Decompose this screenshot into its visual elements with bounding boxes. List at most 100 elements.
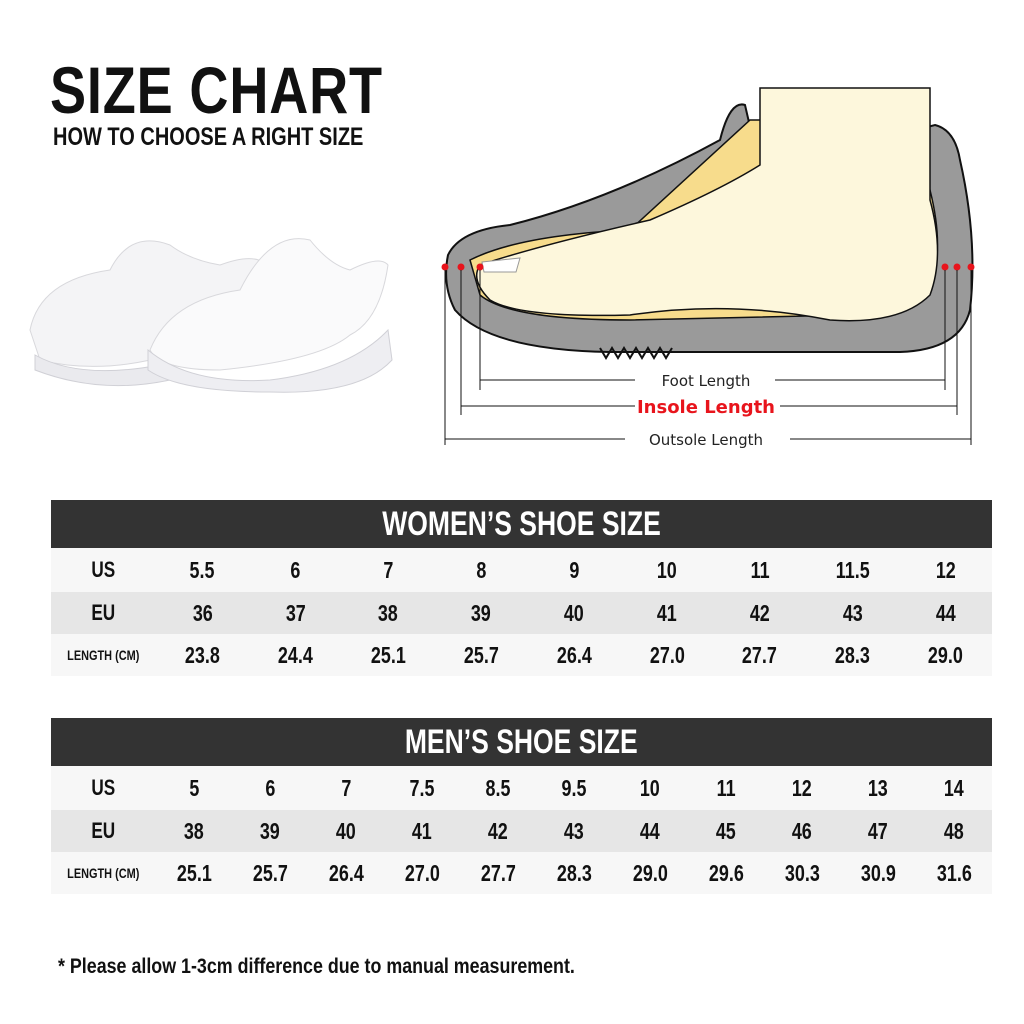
cell-value: 29.0 xyxy=(928,641,964,668)
women-table-title-text: WOMEN’S SHOE SIZE xyxy=(382,504,661,543)
table-row: LENGTH (CM) 23.8 24.4 25.1 25.7 26.4 27.0 27.7 2… xyxy=(51,634,992,676)
cell-value: 8 xyxy=(476,556,487,583)
table-cell: 9.5 xyxy=(536,775,612,802)
table-cell: 42 xyxy=(460,818,536,845)
cell-value: 5.5 xyxy=(189,556,215,583)
row-label: EU xyxy=(51,600,156,626)
cell-value: 10 xyxy=(640,774,660,801)
table-cell: 48 xyxy=(916,818,992,845)
women-table-title: WOMEN’S SHOE SIZE xyxy=(51,500,992,548)
women-size-table: WOMEN’S SHOE SIZE US 5.5 6 7 8 9 10 11 11.5 12 EU 3… xyxy=(51,500,992,676)
table-cell: 28.3 xyxy=(806,642,899,669)
cell-value: 7.5 xyxy=(409,774,435,801)
table-cell: 6 xyxy=(249,557,342,584)
sneaker-front xyxy=(147,238,393,393)
table-row: US 5.5 6 7 8 9 10 11 11.5 12 xyxy=(51,548,992,592)
table-cell: 26.4 xyxy=(308,860,384,887)
row-label-text: EU xyxy=(91,600,116,625)
insole-length-label: Insole Length xyxy=(637,397,775,418)
table-cell: 41 xyxy=(384,818,460,845)
cell-value: 40 xyxy=(564,599,584,626)
row-label-text: LENGTH (CM) xyxy=(67,647,140,663)
table-cell: 27.0 xyxy=(384,860,460,887)
cell-value: 46 xyxy=(792,817,812,844)
cell-value: 41 xyxy=(656,599,677,626)
cell-value: 24.4 xyxy=(277,641,313,668)
table-cell: 10 xyxy=(620,557,713,584)
table-cell: 43 xyxy=(806,600,899,627)
cell-value: 13 xyxy=(868,774,888,801)
outsole-length-label: Outsole Length xyxy=(649,431,763,449)
men-size-table: MEN’S SHOE SIZE US 5 6 7 7.5 8.5 9.5 10 11 12 13 14… xyxy=(51,718,992,894)
table-cell: 38 xyxy=(342,600,435,627)
cell-value: 38 xyxy=(184,817,204,844)
cell-value: 5 xyxy=(189,774,199,801)
table-cell: 27.0 xyxy=(620,642,713,669)
cell-value: 7 xyxy=(383,556,394,583)
table-cell: 5.5 xyxy=(156,557,249,584)
cell-value: 25.1 xyxy=(176,859,212,886)
cell-value: 26.4 xyxy=(556,641,592,668)
table-cell: 44 xyxy=(899,600,992,627)
table-cell: 31.6 xyxy=(916,860,992,887)
table-cell: 23.8 xyxy=(156,642,249,669)
cell-value: 26.4 xyxy=(328,859,364,886)
cell-value: 29.0 xyxy=(632,859,668,886)
cell-value: 42 xyxy=(488,817,508,844)
cell-value: 42 xyxy=(749,599,770,626)
cell-value: 23.8 xyxy=(184,641,220,668)
table-cell: 36 xyxy=(156,600,249,627)
measurement-note: * Please allow 1-3cm difference due to m… xyxy=(58,955,575,978)
cell-value: 6 xyxy=(290,556,301,583)
toenail xyxy=(481,257,521,273)
cell-value: 27.0 xyxy=(404,859,440,886)
cell-value: 7 xyxy=(341,774,351,801)
table-cell: 27.7 xyxy=(713,642,806,669)
cell-value: 36 xyxy=(192,599,213,626)
cell-value: 44 xyxy=(640,817,660,844)
table-cell: 7 xyxy=(308,775,384,802)
page-title: SIZE CHART xyxy=(50,53,383,127)
cell-value: 39 xyxy=(471,599,492,626)
table-cell: 6 xyxy=(232,775,308,802)
measurement-points xyxy=(441,263,975,271)
row-label-text: US xyxy=(91,557,116,582)
cell-value: 43 xyxy=(564,817,584,844)
table-cell: 44 xyxy=(612,818,688,845)
cell-value: 11.5 xyxy=(835,556,870,583)
cell-value: 9.5 xyxy=(561,774,587,801)
cell-value: 28.3 xyxy=(556,859,592,886)
table-cell: 28.3 xyxy=(536,860,612,887)
sneaker-photo xyxy=(29,238,393,393)
table-cell: 9 xyxy=(528,557,621,584)
cell-value: 27.0 xyxy=(649,641,685,668)
cell-value: 30.9 xyxy=(860,859,896,886)
table-cell: 24.4 xyxy=(249,642,342,669)
table-row: US 5 6 7 7.5 8.5 9.5 10 11 12 13 14 xyxy=(51,766,992,810)
cell-value: 27.7 xyxy=(480,859,516,886)
foot-length-label: Foot Length xyxy=(662,372,751,390)
cell-value: 30.3 xyxy=(784,859,820,886)
page-subtitle: HOW TO CHOOSE A RIGHT SIZE xyxy=(53,123,364,151)
table-cell: 29.0 xyxy=(899,642,992,669)
table-cell: 27.7 xyxy=(460,860,536,887)
sole-tread xyxy=(599,346,673,360)
row-label-text: LENGTH (CM) xyxy=(67,865,140,881)
cell-value: 43 xyxy=(842,599,863,626)
table-cell: 7 xyxy=(342,557,435,584)
men-table-title-text: MEN’S SHOE SIZE xyxy=(405,722,638,761)
table-cell: 12 xyxy=(899,557,992,584)
table-cell: 39 xyxy=(435,600,528,627)
table-row: EU 36 37 38 39 40 41 42 43 44 xyxy=(51,592,992,634)
cell-value: 41 xyxy=(412,817,432,844)
table-cell: 46 xyxy=(764,818,840,845)
table-cell: 30.9 xyxy=(840,860,916,887)
table-cell: 29.6 xyxy=(688,860,764,887)
table-cell: 29.0 xyxy=(612,860,688,887)
table-cell: 38 xyxy=(156,818,232,845)
row-label-text: EU xyxy=(91,818,116,843)
table-cell: 5 xyxy=(156,775,232,802)
table-row: LENGTH (CM) 25.1 25.7 26.4 27.0 27.7 28.3 29.0 2… xyxy=(51,852,992,894)
table-cell: 11 xyxy=(713,557,806,584)
row-label: EU xyxy=(51,818,156,844)
